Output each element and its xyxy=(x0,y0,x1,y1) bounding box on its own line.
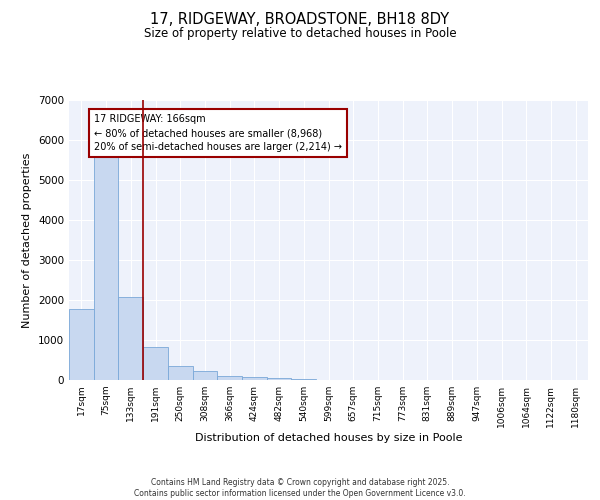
Text: Contains HM Land Registry data © Crown copyright and database right 2025.
Contai: Contains HM Land Registry data © Crown c… xyxy=(134,478,466,498)
Bar xyxy=(242,377,267,380)
Bar xyxy=(168,366,193,380)
Bar xyxy=(292,379,316,380)
Text: 17, RIDGEWAY, BROADSTONE, BH18 8DY: 17, RIDGEWAY, BROADSTONE, BH18 8DY xyxy=(151,12,449,28)
Text: 17 RIDGEWAY: 166sqm
← 80% of detached houses are smaller (8,968)
20% of semi-det: 17 RIDGEWAY: 166sqm ← 80% of detached ho… xyxy=(94,114,342,152)
Bar xyxy=(193,371,217,380)
Bar xyxy=(69,309,94,380)
Bar xyxy=(118,297,143,380)
Bar xyxy=(217,376,242,380)
Bar xyxy=(143,347,168,380)
Bar xyxy=(94,148,118,380)
Text: Size of property relative to detached houses in Poole: Size of property relative to detached ho… xyxy=(143,28,457,40)
X-axis label: Distribution of detached houses by size in Poole: Distribution of detached houses by size … xyxy=(195,432,462,442)
Bar xyxy=(267,378,292,380)
Y-axis label: Number of detached properties: Number of detached properties xyxy=(22,152,32,328)
